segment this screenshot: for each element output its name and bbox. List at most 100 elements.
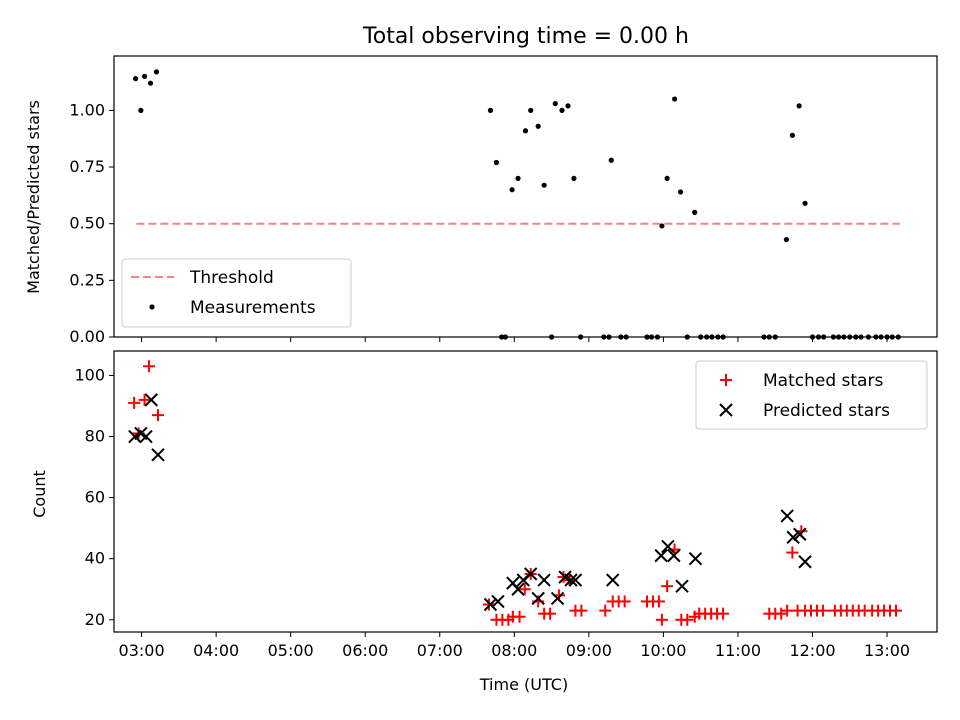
measurement-point: [789, 132, 795, 138]
legend-matched-swatch: [720, 374, 732, 386]
measurement-point: [618, 334, 624, 340]
measurement-point: [535, 123, 541, 129]
x-tick-label: 08:00: [491, 641, 537, 660]
measurement-point: [601, 334, 607, 340]
matched-star-marker: [128, 396, 141, 409]
matched-star-marker: [575, 604, 588, 617]
measurement-point: [847, 334, 853, 340]
matched-star-marker: [652, 595, 665, 608]
measurement-point: [895, 334, 901, 340]
measurement-point: [704, 334, 710, 340]
matched-star-marker: [717, 607, 730, 620]
x-tick-label: 07:00: [417, 641, 463, 660]
predicted-star-marker: [483, 597, 498, 612]
measurement-point: [559, 107, 565, 113]
measurement-point: [830, 334, 836, 340]
legend-threshold-label: Threshold: [189, 268, 274, 288]
bottom-y-axis: 20 40 60 80 100: [74, 365, 114, 629]
matched-star-marker: [599, 604, 612, 617]
y-tick-label: 0.00: [69, 327, 105, 346]
bottom-plot-frame: [113, 350, 938, 633]
measurement-point: [772, 334, 778, 340]
predicted-star-marker: [667, 548, 681, 563]
measurement-point: [623, 334, 629, 340]
x-tick-label: 13:00: [864, 641, 910, 660]
measurement-point: [853, 334, 859, 340]
measurement-point: [138, 107, 144, 113]
measurement-point: [709, 334, 715, 340]
measurement-point: [606, 334, 612, 340]
legend-predicted-swatch: [719, 403, 733, 417]
y-tick-label: 0.50: [69, 214, 105, 233]
top-y-axis-label: Matched/Predicted stars: [24, 100, 43, 294]
y-tick-label: 20: [85, 610, 105, 629]
predicted-star-marker: [798, 555, 812, 569]
measurement-point: [644, 334, 650, 340]
measurement-point: [802, 200, 808, 206]
measurement-point: [858, 334, 864, 340]
measurement-point: [153, 69, 160, 75]
x-tick-label: 06:00: [342, 641, 388, 660]
predicted-star-marker: [654, 548, 668, 563]
x-tick-label: 12:00: [789, 641, 835, 660]
y-tick-label: 40: [85, 549, 105, 568]
x-tick-label: 04:00: [193, 641, 239, 660]
predicted-star-marker: [606, 573, 620, 587]
measurement-point: [720, 334, 726, 340]
measurement-point: [487, 107, 494, 113]
measurement-point: [648, 334, 655, 340]
matched-star-marker: [889, 604, 902, 617]
measurement-point: [565, 103, 571, 109]
legend-measurements-label: Measurements: [190, 298, 316, 318]
measurement-point: [578, 334, 584, 340]
bottom-legend: Matched stars Predicted stars: [695, 360, 928, 430]
measurement-point: [698, 334, 704, 340]
measurement-point: [865, 334, 872, 340]
predicted-star-marker: [793, 527, 807, 541]
matched-star-marker: [681, 613, 694, 626]
legend-measurements-swatch: [149, 304, 155, 310]
matched-star-marker: [143, 360, 156, 373]
matched-star-marker: [513, 610, 526, 623]
predicted-star-marker: [491, 594, 505, 609]
predicted-star-marker: [550, 591, 565, 606]
bottom-panel: 20 40 60 80 100 03:00 04:00 05:00 06:00 07:00 08:…: [30, 350, 938, 694]
measurement-point: [677, 189, 684, 195]
measurement-point: [654, 334, 661, 340]
matched-star-marker: [781, 604, 794, 617]
measurement-point: [873, 334, 879, 340]
y-tick-label: 0.25: [69, 270, 105, 289]
measurement-point: [761, 334, 767, 340]
predicted-star-marker: [537, 573, 551, 587]
predicted-star-marker: [511, 582, 525, 596]
predicted-star-marker: [524, 567, 538, 581]
predicted-star-marker: [151, 448, 165, 462]
measurement-point: [766, 334, 772, 340]
measurement-point: [548, 334, 555, 340]
predicted-star-marker: [531, 591, 545, 606]
bottom-y-axis-label: Count: [30, 470, 49, 518]
measurement-point: [659, 223, 665, 229]
measurement-point: [515, 175, 521, 181]
measurement-point: [841, 334, 847, 340]
matched-star-marker: [655, 613, 668, 626]
matched-star-marker: [618, 595, 631, 608]
matched-stars-series: [128, 360, 902, 626]
legend-predicted-label: Predicted stars: [763, 401, 890, 421]
measurement-point: [692, 209, 698, 215]
top-y-axis: 0.00 0.25 0.50 0.75 1.00: [69, 100, 114, 346]
bottom-x-axis: 03:00 04:00 05:00 06:00 07:00 08:00 09:00 10:00…: [119, 632, 910, 660]
matched-star-marker: [544, 607, 557, 620]
predicted-stars-series: [128, 393, 812, 612]
top-plot-frame: [113, 55, 938, 338]
matched-star-marker: [775, 607, 788, 620]
predicted-star-marker: [688, 551, 703, 566]
matched-star-marker: [518, 583, 531, 596]
measurement-point: [835, 334, 842, 340]
measurement-point: [499, 334, 505, 340]
matched-star-marker: [138, 393, 151, 406]
predicted-star-marker: [786, 530, 800, 545]
measurement-point: [671, 96, 678, 102]
matched-star-marker: [786, 546, 799, 559]
measurement-point: [783, 236, 790, 243]
